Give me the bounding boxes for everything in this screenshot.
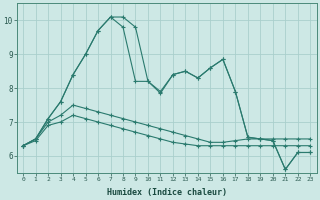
X-axis label: Humidex (Indice chaleur): Humidex (Indice chaleur): [107, 188, 227, 197]
